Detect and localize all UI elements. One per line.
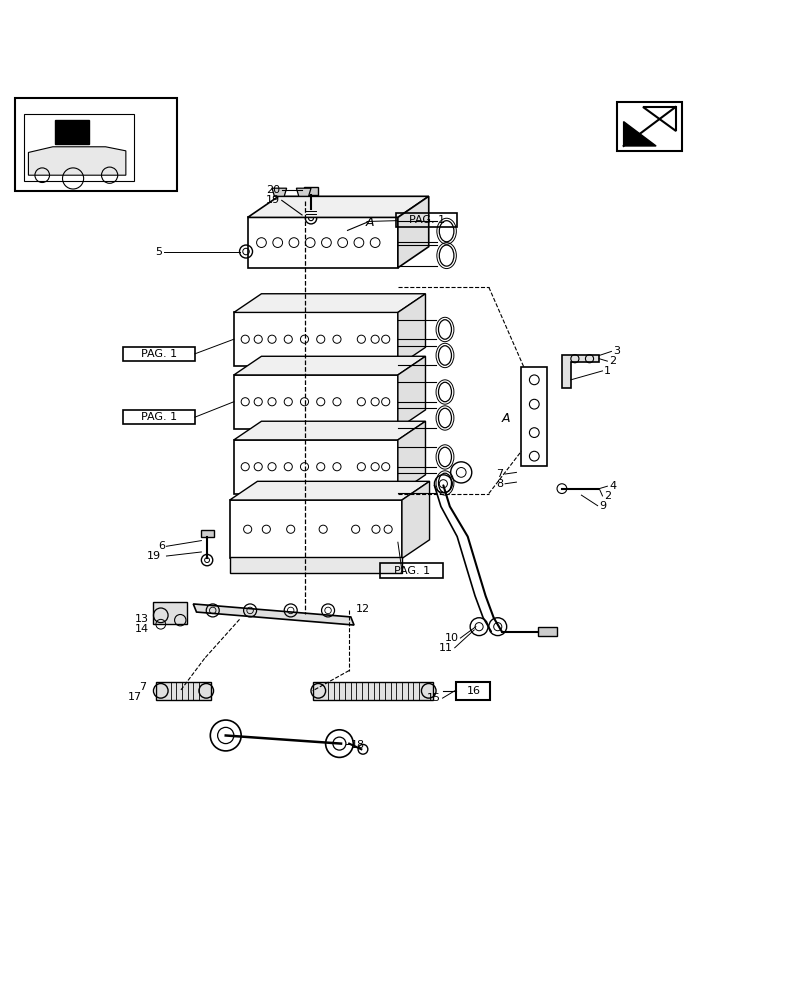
Bar	[456, 682, 490, 700]
Polygon shape	[230, 481, 429, 500]
Text: 17: 17	[128, 692, 142, 702]
Bar	[616, 102, 681, 151]
Text: 4: 4	[608, 481, 616, 491]
Bar	[152, 601, 187, 624]
Text: 19: 19	[147, 551, 161, 561]
Bar	[537, 627, 556, 636]
Bar	[303, 187, 318, 195]
Text: 14: 14	[135, 624, 148, 634]
Bar	[24, 114, 134, 181]
Polygon shape	[623, 122, 655, 146]
Text: 15: 15	[427, 693, 440, 703]
Bar	[230, 500, 401, 558]
Polygon shape	[401, 481, 429, 558]
Polygon shape	[397, 196, 428, 268]
Bar	[234, 312, 397, 366]
Text: PAG. 1: PAG. 1	[409, 215, 444, 225]
Text: A: A	[501, 412, 509, 425]
Text: 1: 1	[603, 366, 611, 376]
Bar	[15, 98, 177, 191]
Bar	[123, 347, 195, 361]
Bar	[380, 563, 443, 578]
Text: 3: 3	[612, 346, 620, 356]
Polygon shape	[234, 421, 425, 440]
FancyBboxPatch shape	[55, 120, 89, 144]
Text: 10: 10	[444, 633, 458, 643]
Text: 5: 5	[155, 247, 162, 257]
Text: 13: 13	[135, 614, 148, 624]
Text: PAG. 1: PAG. 1	[393, 566, 429, 576]
Bar	[156, 682, 211, 700]
Text: A: A	[365, 216, 373, 229]
Polygon shape	[561, 355, 599, 388]
Text: 18: 18	[350, 740, 364, 750]
Text: 19: 19	[266, 195, 280, 205]
Text: 12: 12	[355, 604, 369, 614]
Text: 11: 11	[439, 643, 453, 653]
Text: 7: 7	[496, 469, 503, 479]
Text: 9: 9	[599, 501, 606, 511]
Text: 20: 20	[266, 185, 280, 195]
Text: 2: 2	[608, 356, 616, 366]
Polygon shape	[234, 356, 425, 375]
Bar	[201, 530, 213, 537]
Polygon shape	[642, 107, 675, 131]
Polygon shape	[193, 604, 354, 625]
Bar	[234, 375, 397, 429]
Polygon shape	[234, 294, 425, 312]
Polygon shape	[296, 188, 311, 196]
Bar	[230, 557, 401, 573]
Text: PAG. 1: PAG. 1	[141, 349, 177, 359]
Bar	[312, 682, 432, 700]
Polygon shape	[397, 421, 425, 494]
Text: 7: 7	[139, 682, 146, 692]
Polygon shape	[272, 188, 286, 196]
Polygon shape	[28, 147, 126, 175]
Bar	[234, 440, 397, 494]
Text: PAG. 1: PAG. 1	[141, 412, 177, 422]
Text: 6: 6	[157, 541, 165, 551]
Bar	[521, 367, 547, 466]
Bar	[396, 213, 457, 227]
Bar	[247, 217, 397, 268]
Polygon shape	[397, 356, 425, 429]
Bar	[123, 410, 195, 424]
Text: 2: 2	[603, 491, 611, 501]
Text: 8: 8	[496, 479, 503, 489]
Polygon shape	[397, 294, 425, 366]
Text: 16: 16	[466, 686, 480, 696]
Polygon shape	[247, 196, 428, 217]
